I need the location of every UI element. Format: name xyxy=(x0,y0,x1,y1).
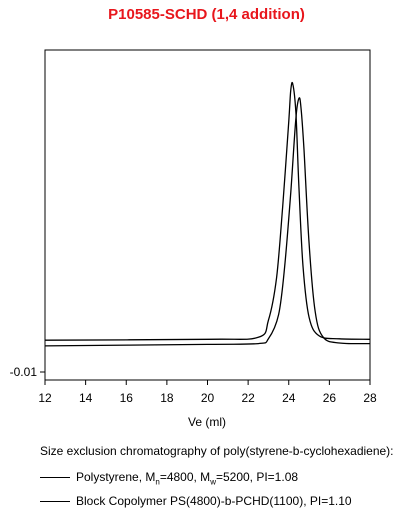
x-axis-label: Ve (ml) xyxy=(188,415,226,429)
legend-line-swatch xyxy=(40,501,70,503)
x-tick-label: 14 xyxy=(79,391,93,405)
x-tick-label: 24 xyxy=(282,391,296,405)
x-tick-label: 20 xyxy=(201,391,215,405)
x-tick-label: 26 xyxy=(323,391,337,405)
series-line-1 xyxy=(44,97,371,347)
chart-title: P10585-SCHD (1,4 addition) xyxy=(108,6,305,23)
legend-item-polystyrene: Polystyrene, Mn=4800, Mw=5200, PI=1.08 xyxy=(40,470,298,486)
x-tick-label: 16 xyxy=(120,391,134,405)
figure-caption: Size exclusion chromatography of poly(st… xyxy=(40,444,394,458)
x-tick-label: 18 xyxy=(160,391,174,405)
y-tick-label: -0.01 xyxy=(10,365,38,379)
legend-label: Block Copolymer PS(4800)-b-PCHD(1100), P… xyxy=(76,494,352,508)
legend-item-block-copolymer: Block Copolymer PS(4800)-b-PCHD(1100), P… xyxy=(40,494,352,508)
plot-frame xyxy=(44,49,371,381)
series-line-0 xyxy=(44,81,371,341)
legend-line-swatch xyxy=(40,477,70,479)
x-tick-label: 12 xyxy=(38,391,52,405)
y-axis: -0.01 xyxy=(10,365,45,379)
series-layer xyxy=(44,81,371,347)
x-axis: 12 14 16 18 20 22 24 26 28 xyxy=(38,380,377,405)
chromatogram-chart: 12 14 16 18 20 22 24 26 28 -0.01 Ve (ml) xyxy=(10,49,377,429)
legend-label: Polystyrene, Mn=4800, Mw=5200, PI=1.08 xyxy=(76,470,299,487)
x-tick-label: 22 xyxy=(241,391,255,405)
x-tick-label: 28 xyxy=(363,391,377,405)
